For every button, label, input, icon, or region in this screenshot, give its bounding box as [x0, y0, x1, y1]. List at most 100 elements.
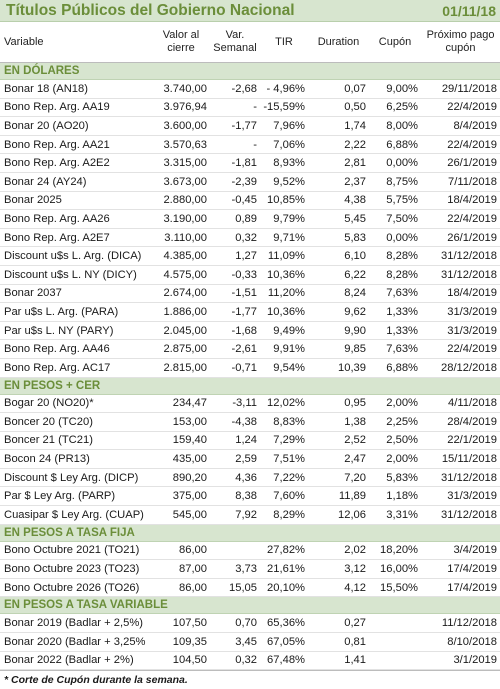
table-cell: 9,91%: [273, 343, 305, 356]
table-cell: 7,29%: [273, 434, 305, 447]
table-cell: 5,83%: [386, 471, 418, 484]
table-cell: 6,10: [344, 250, 366, 263]
table-cell: Bonar 18 (AN18): [4, 82, 88, 95]
table-cell: 1.886,00: [163, 305, 207, 318]
table-cell: -1,77: [231, 305, 258, 318]
table-row: Bono Rep. Arg. A2E7 3.110,00 0,32 9,71% 5,83…: [0, 229, 500, 248]
table-row: Bonar 2025 2.880,00 -0,45 10,85% 4,38 5,75% 18…: [0, 192, 500, 211]
table-row: Bono Octubre 2021 (TO21) 86,00 27,82% 2,02 1…: [0, 542, 500, 561]
table-cell: 18/4/2019: [447, 194, 497, 207]
table-cell: 153,00: [172, 415, 207, 428]
table-cell: 0,32: [235, 654, 257, 667]
table-cell: 2,22: [344, 138, 366, 151]
table-cell: 31/12/2018: [441, 471, 497, 484]
table-cell: 2,02: [344, 544, 366, 557]
table-cell: 2,25%: [386, 415, 418, 428]
table-cell: 159,40: [172, 434, 207, 447]
table-cell: -2,39: [231, 175, 258, 188]
table-cell: 0,81: [344, 635, 366, 648]
section-header: EN PESOS A TASA FIJA: [0, 524, 500, 542]
table-cell: Bono Rep. Arg. AA46: [4, 343, 110, 356]
table-row: Bonar 2020 (Badlar + 3,25% 109,35 3,45 67,0…: [0, 633, 500, 652]
col-header-var-semanal: Var. Semanal: [213, 29, 257, 54]
table-cell: 890,20: [172, 471, 207, 484]
table-cell: Bono Rep. Arg. A2E2: [4, 157, 110, 170]
table-cell: 0,07: [344, 82, 366, 95]
table-cell: -0,71: [231, 361, 258, 374]
table-cell: Discount u$s L. Arg. (DICA): [4, 250, 142, 263]
table-cell: 2,00%: [386, 453, 418, 466]
table-cell: 4.575,00: [163, 268, 207, 281]
table-cell: 5,83: [344, 231, 366, 244]
table-cell: 3.600,00: [163, 119, 207, 132]
table-cell: 87,00: [179, 563, 207, 576]
table-cell: Discount u$s L. NY (DICY): [4, 268, 137, 281]
table-row: Bono Rep. Arg. A2E2 3.315,00 -1,81 8,93% 2,8…: [0, 154, 500, 173]
table-cell: 2,52: [344, 434, 366, 447]
table-cell: 3,73: [235, 563, 257, 576]
table-cell: 67,05%: [267, 635, 305, 648]
col-header-duration: Duration: [317, 35, 360, 48]
table-cell: Cuasipar $ Ley Arg. (CUAP): [4, 508, 144, 521]
table-cell: 8,28%: [386, 268, 418, 281]
table-cell: 1,41: [344, 654, 366, 667]
table-cell: -0,33: [231, 268, 258, 281]
table-header: Variable Valor al cierre Var. Semanal TI…: [0, 22, 500, 63]
table-cell: -1,51: [231, 287, 258, 300]
table-row: Discount u$s L. Arg. (DICA) 4.385,00 1,27 1…: [0, 247, 500, 266]
table-cell: 7,63%: [386, 287, 418, 300]
table-row: Bogar 20 (NO20)* 234,47 -3,11 12,02% 0,95 2,0…: [0, 395, 500, 414]
table-cell: 8,38: [235, 490, 257, 503]
table-cell: 11,89: [338, 490, 366, 503]
table-cell: 9,90: [344, 324, 366, 337]
section-header: EN DÓLARES: [0, 63, 500, 80]
table-cell: 234,47: [172, 397, 207, 410]
table-cell: 31/3/2019: [447, 305, 497, 318]
table-row: Bono Rep. Arg. AA19 3.976,94 - -15,59% 0,50 6…: [0, 99, 500, 118]
table-cell: 11,09%: [267, 250, 305, 263]
table-cell: Bono Rep. Arg. AA26: [4, 212, 110, 225]
table-cell: 11/12/2018: [441, 617, 497, 630]
table-cell: 29/11/2018: [441, 82, 497, 95]
table-cell: 8,93%: [273, 157, 305, 170]
table-cell: Bogar 20 (NO20)*: [4, 397, 94, 410]
table-cell: 9,52%: [273, 175, 305, 188]
table-cell: Discount $ Ley Arg. (DICP): [4, 471, 139, 484]
table-cell: 7,06%: [273, 138, 305, 151]
table-cell: 2.880,00: [163, 194, 207, 207]
table-cell: 10,36%: [267, 268, 305, 281]
table-cell: - 4,96%: [266, 82, 305, 95]
table-cell: 26/1/2019: [447, 231, 497, 244]
table-cell: 435,00: [172, 453, 207, 466]
table-row: Boncer 20 (TC20) 153,00 -4,38 8,83% 1,38 2,25…: [0, 413, 500, 432]
table-cell: 109,35: [172, 635, 207, 648]
table-row: Par u$s L. Arg. (PARA) 1.886,00 -1,77 10,36…: [0, 303, 500, 322]
table-cell: 3.110,00: [164, 231, 207, 244]
table-cell: 2,47: [344, 453, 366, 466]
table-body: EN DÓLARES Bonar 18 (AN18) 3.740,00 -2,68 - …: [0, 63, 500, 671]
table-cell: 4.385,00: [163, 250, 207, 263]
table-cell: 26/1/2019: [447, 157, 497, 170]
table-cell: Bonar 2025: [4, 194, 62, 207]
table-cell: 3/4/2019: [453, 544, 497, 557]
table-cell: 0,32: [235, 231, 257, 244]
table-cell: 12,06: [338, 508, 366, 521]
col-header-valor: Valor al cierre: [162, 29, 200, 54]
table-cell: 545,00: [172, 508, 207, 521]
table-cell: 9,00%: [386, 82, 418, 95]
table-cell: 27,82%: [267, 544, 305, 557]
table-cell: -1,81: [231, 157, 258, 170]
table-cell: 8,83%: [273, 415, 305, 428]
table-row: Boncer 21 (TC21) 159,40 1,24 7,29% 2,52 2,50%…: [0, 432, 500, 451]
table-cell: -: [253, 138, 257, 151]
table-cell: 31/12/2018: [441, 508, 497, 521]
table-row: Bono Octubre 2023 (TO23) 87,00 3,73 21,61% 3…: [0, 560, 500, 579]
table-row: Bono Rep. Arg. AA46 2.875,00 -2,61 9,91% 9,8…: [0, 340, 500, 359]
table-cell: 31/12/2018: [441, 268, 497, 281]
table-cell: 1,33%: [386, 305, 418, 318]
table-cell: 6,25%: [386, 101, 418, 114]
table-cell: 15,50%: [380, 581, 418, 594]
table-cell: 65,36%: [267, 617, 305, 630]
table-cell: -: [253, 101, 257, 114]
table-cell: 1,27: [235, 250, 257, 263]
